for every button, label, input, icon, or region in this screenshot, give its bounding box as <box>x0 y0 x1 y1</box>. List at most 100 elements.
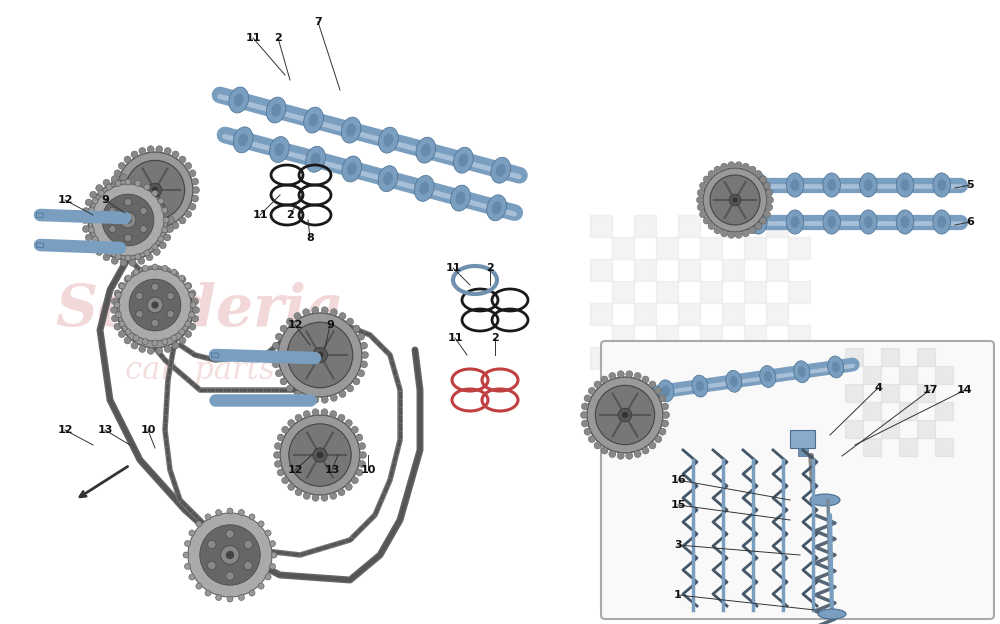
Circle shape <box>330 394 337 401</box>
Bar <box>863 366 881 384</box>
Circle shape <box>152 244 158 250</box>
Circle shape <box>92 236 98 242</box>
Bar <box>634 259 656 281</box>
Ellipse shape <box>786 210 804 234</box>
Circle shape <box>189 292 195 298</box>
Circle shape <box>118 210 125 218</box>
Circle shape <box>129 173 136 181</box>
Circle shape <box>146 254 153 261</box>
Circle shape <box>185 162 192 169</box>
Ellipse shape <box>306 146 325 172</box>
Circle shape <box>183 552 189 558</box>
Circle shape <box>312 409 319 416</box>
Circle shape <box>642 376 649 383</box>
Circle shape <box>148 303 162 317</box>
Circle shape <box>313 448 327 462</box>
Ellipse shape <box>750 210 767 234</box>
Ellipse shape <box>823 173 840 197</box>
Circle shape <box>111 315 118 322</box>
Ellipse shape <box>383 134 393 147</box>
Circle shape <box>703 176 710 183</box>
Circle shape <box>208 562 216 570</box>
Circle shape <box>131 222 138 229</box>
Circle shape <box>192 315 199 322</box>
Circle shape <box>192 187 200 193</box>
Ellipse shape <box>378 166 398 192</box>
Circle shape <box>710 175 760 225</box>
Text: 2: 2 <box>491 333 499 343</box>
Circle shape <box>179 329 185 335</box>
Ellipse shape <box>901 216 909 228</box>
Ellipse shape <box>794 361 810 383</box>
Ellipse shape <box>342 156 362 182</box>
Circle shape <box>763 182 770 189</box>
Circle shape <box>179 275 185 281</box>
Bar <box>678 259 700 281</box>
Text: 3: 3 <box>674 540 682 550</box>
Circle shape <box>345 484 352 490</box>
Circle shape <box>294 391 301 397</box>
Circle shape <box>244 540 252 548</box>
Text: 7: 7 <box>314 17 322 27</box>
Circle shape <box>601 447 608 454</box>
Bar <box>788 237 810 259</box>
Circle shape <box>162 207 168 213</box>
Circle shape <box>136 293 143 300</box>
Ellipse shape <box>624 384 640 407</box>
Circle shape <box>153 248 160 255</box>
Circle shape <box>728 232 735 238</box>
Circle shape <box>721 163 728 170</box>
Circle shape <box>114 302 120 308</box>
Circle shape <box>167 208 174 215</box>
Circle shape <box>151 319 159 326</box>
Ellipse shape <box>311 153 320 166</box>
Circle shape <box>151 283 159 291</box>
Circle shape <box>110 187 118 193</box>
Circle shape <box>114 290 121 297</box>
Circle shape <box>581 420 588 427</box>
Circle shape <box>280 415 360 495</box>
Ellipse shape <box>726 371 742 392</box>
Circle shape <box>156 146 163 153</box>
Circle shape <box>353 378 360 385</box>
Ellipse shape <box>421 144 431 157</box>
Circle shape <box>135 180 141 187</box>
Bar <box>766 215 788 237</box>
Circle shape <box>120 173 127 181</box>
Circle shape <box>156 348 163 354</box>
Bar <box>678 215 700 237</box>
Circle shape <box>662 411 670 419</box>
Bar <box>744 237 766 259</box>
Circle shape <box>147 348 154 354</box>
Circle shape <box>749 166 756 173</box>
Bar <box>700 369 722 391</box>
Bar <box>612 325 634 347</box>
Circle shape <box>286 318 293 325</box>
Ellipse shape <box>860 210 877 234</box>
Circle shape <box>152 190 158 196</box>
Circle shape <box>88 180 168 260</box>
Ellipse shape <box>266 97 286 123</box>
Ellipse shape <box>458 154 468 167</box>
Circle shape <box>133 269 139 275</box>
Circle shape <box>696 197 704 203</box>
Circle shape <box>766 204 773 211</box>
Bar <box>590 391 612 413</box>
Circle shape <box>200 525 260 585</box>
Bar <box>917 348 935 366</box>
Circle shape <box>115 254 121 260</box>
Ellipse shape <box>309 114 319 127</box>
Circle shape <box>755 170 762 177</box>
Circle shape <box>158 236 164 242</box>
Text: 15: 15 <box>670 500 686 510</box>
Circle shape <box>622 412 628 418</box>
Circle shape <box>171 269 177 275</box>
Ellipse shape <box>274 143 284 156</box>
Bar <box>656 413 678 435</box>
Circle shape <box>124 337 131 344</box>
Bar <box>845 420 863 438</box>
Text: 6: 6 <box>966 217 974 227</box>
Circle shape <box>179 156 186 163</box>
Circle shape <box>124 217 131 224</box>
Circle shape <box>167 310 174 318</box>
